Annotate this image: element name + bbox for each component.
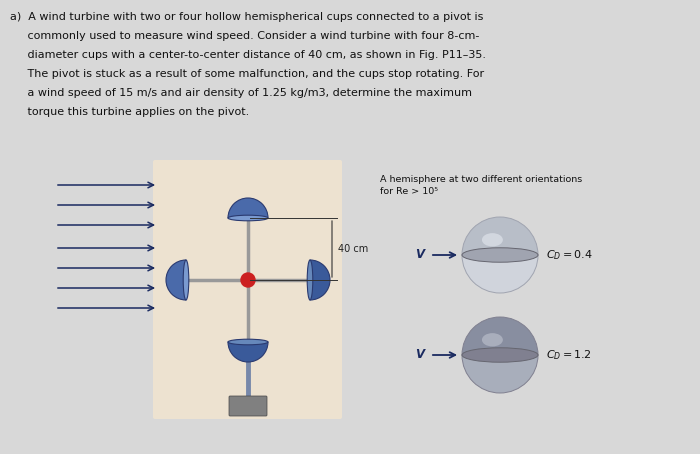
Text: torque this turbine applies on the pivot.: torque this turbine applies on the pivot… xyxy=(10,107,249,117)
Text: V: V xyxy=(415,248,424,262)
Text: a wind speed of 15 m/s and air density of 1.25 kg/m3, determine the maximum: a wind speed of 15 m/s and air density o… xyxy=(10,88,472,98)
Wedge shape xyxy=(228,198,268,218)
Wedge shape xyxy=(166,260,186,300)
Ellipse shape xyxy=(228,339,268,345)
Wedge shape xyxy=(462,355,538,393)
Wedge shape xyxy=(228,342,268,362)
Text: commonly used to measure wind speed. Consider a wind turbine with four 8-cm-: commonly used to measure wind speed. Con… xyxy=(10,31,480,41)
FancyBboxPatch shape xyxy=(229,396,267,416)
Text: V: V xyxy=(415,349,424,361)
Text: a)  A wind turbine with two or four hollow hemispherical cups connected to a piv: a) A wind turbine with two or four hollo… xyxy=(10,12,484,22)
Wedge shape xyxy=(462,317,538,355)
Ellipse shape xyxy=(462,248,538,262)
Text: $C_D=0.4$: $C_D=0.4$ xyxy=(546,248,593,262)
Ellipse shape xyxy=(228,215,268,221)
FancyBboxPatch shape xyxy=(153,160,342,419)
Ellipse shape xyxy=(462,348,538,362)
Text: A hemisphere at two different orientations
for Re > 10⁵: A hemisphere at two different orientatio… xyxy=(380,175,582,196)
Wedge shape xyxy=(310,260,330,300)
Text: $C_D=1.2$: $C_D=1.2$ xyxy=(546,348,592,362)
Circle shape xyxy=(241,273,255,287)
Ellipse shape xyxy=(482,333,503,346)
Wedge shape xyxy=(462,217,538,255)
Ellipse shape xyxy=(307,260,313,300)
Ellipse shape xyxy=(482,233,503,247)
Wedge shape xyxy=(462,255,538,293)
Text: The pivot is stuck as a result of some malfunction, and the cups stop rotating. : The pivot is stuck as a result of some m… xyxy=(10,69,484,79)
Text: diameter cups with a center-to-center distance of 40 cm, as shown in Fig. P11–35: diameter cups with a center-to-center di… xyxy=(10,50,486,60)
Ellipse shape xyxy=(183,260,189,300)
Text: 40 cm: 40 cm xyxy=(338,244,368,254)
